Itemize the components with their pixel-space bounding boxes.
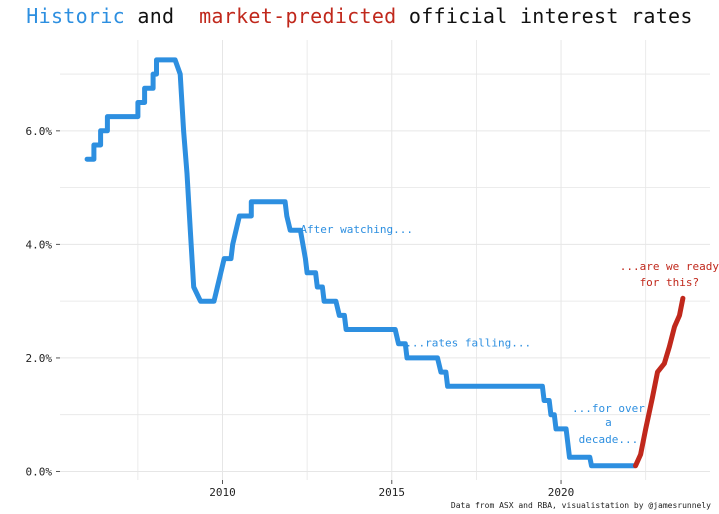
- annotation-label: ...rates falling...: [405, 337, 531, 350]
- x-tick-label: 2020: [548, 486, 575, 499]
- y-tick-label: 6.0%: [26, 125, 53, 138]
- historic-rate-line: [84, 57, 637, 469]
- chart-title: Historic and market-predicted official i…: [0, 4, 719, 28]
- annotation-label: decade...: [579, 433, 639, 446]
- x-tick-label: 2015: [379, 486, 406, 499]
- annotation-label: for this?: [640, 276, 700, 289]
- y-tick-label: 2.0%: [26, 352, 53, 365]
- title-historic: Historic: [26, 4, 126, 28]
- annotation-label: a: [605, 416, 612, 429]
- annotation-label: ...are we ready: [620, 260, 719, 273]
- source-footnote: Data from ASX and RBA, visualistation by…: [450, 501, 711, 510]
- y-tick-label: 4.0%: [26, 238, 53, 251]
- annotation-label: After watching...: [300, 223, 413, 236]
- title-rest: official interest rates: [396, 4, 693, 28]
- predicted-rate-line: [633, 295, 686, 469]
- x-tick-label: 2010: [209, 486, 236, 499]
- y-tick-label: 0.0%: [26, 465, 53, 478]
- title-and: and: [125, 4, 200, 28]
- title-predicted: market-predicted: [199, 4, 397, 28]
- annotation-label: ...for over: [572, 402, 645, 415]
